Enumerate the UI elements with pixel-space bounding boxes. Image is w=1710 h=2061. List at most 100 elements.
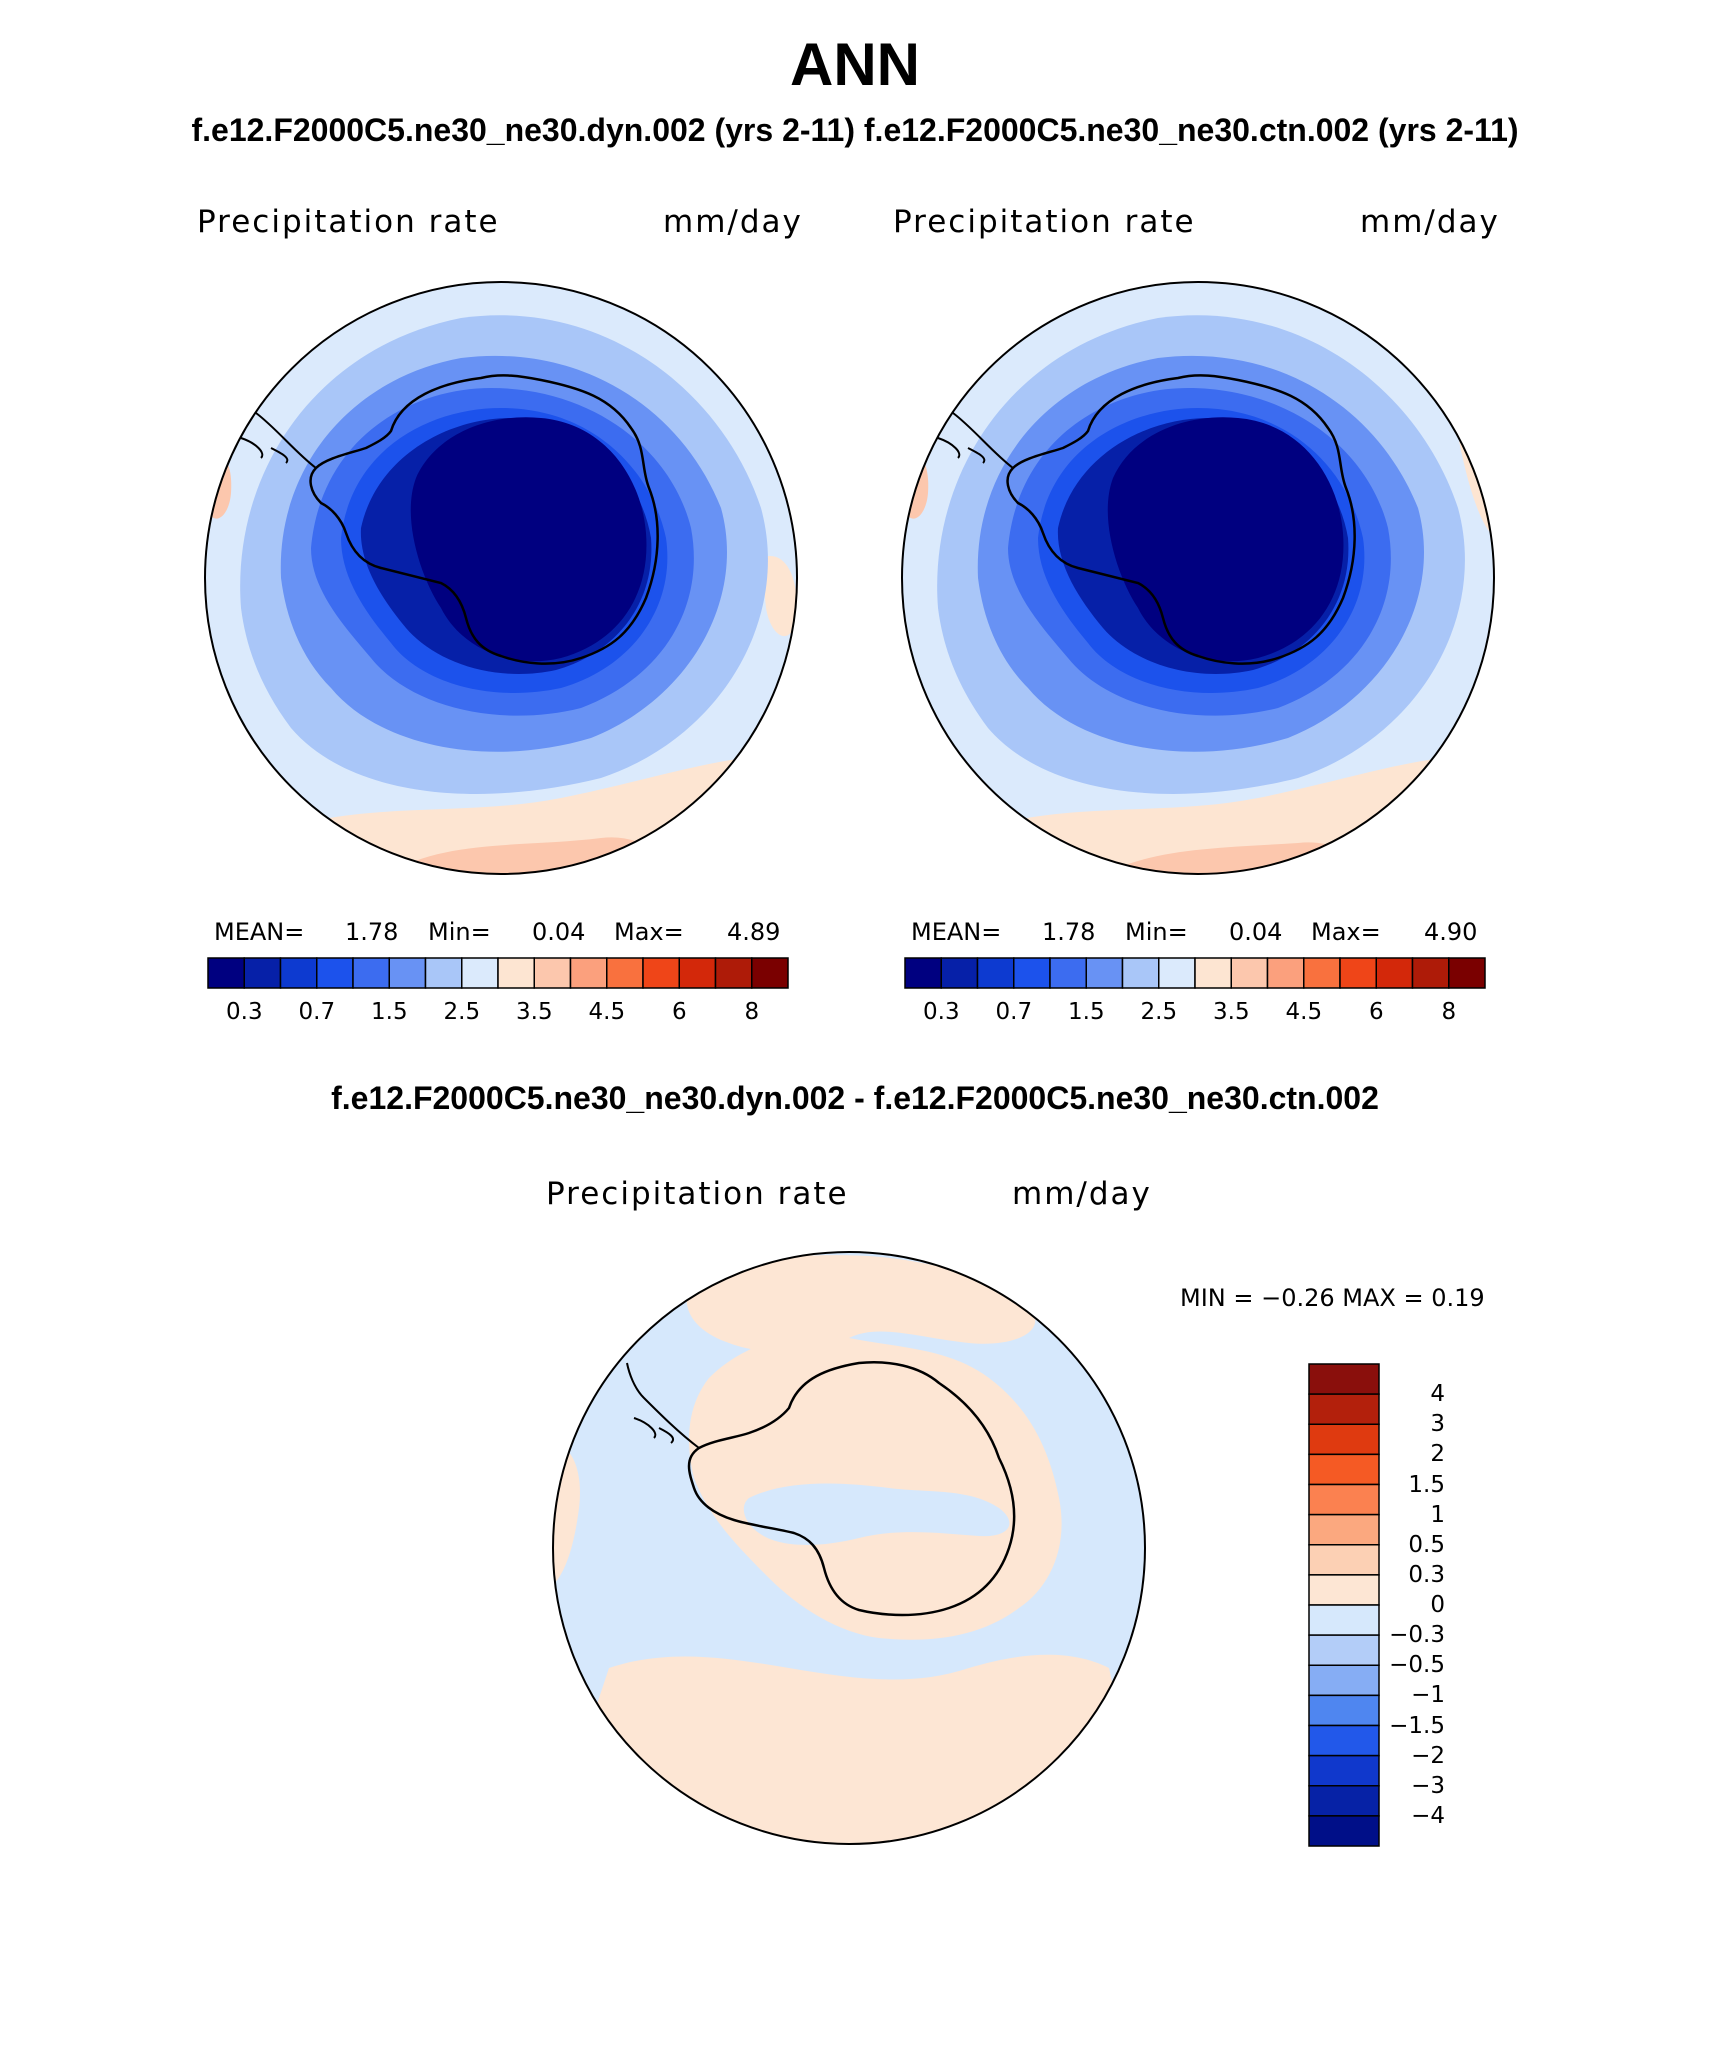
panel2-colorbar-tick-label: 0.7 (995, 999, 1033, 1025)
panel1-colorbar-swatch (207, 957, 245, 989)
panel2-colorbar-tick-label: 8 (1441, 999, 1457, 1025)
panel2-colorbar-swatch (1121, 957, 1160, 989)
difference-colorbar-swatch (1308, 1634, 1380, 1667)
panel2-colorbar-tick-label: 0.3 (923, 999, 960, 1025)
difference-colorbar-swatch (1308, 1694, 1380, 1727)
panel1-min-value: 0.04 (532, 918, 586, 946)
difference-title: f.e12.F2000C5.ne30_ne30.dyn.002 - f.e12.… (331, 1080, 1379, 1116)
panel2-antarctica-coast (1006, 374, 1356, 665)
difference-colorbar-swatch (1308, 1513, 1380, 1546)
panel1-map-border (204, 281, 798, 875)
panel2-units-label: mm/day (1360, 204, 1500, 240)
panel1-max-label: Max= (614, 918, 684, 946)
panel1-colorbar-swatch (388, 957, 427, 989)
panel2-mean-value: 1.78 (1042, 918, 1096, 946)
difference-units-label: mm/day (1012, 1176, 1152, 1212)
panel1-colorbar-swatch (569, 957, 608, 989)
difference-colorbar-label: −2 (1411, 1742, 1445, 1769)
panel2-colorbar-swatch (976, 957, 1015, 989)
panel2-map (901, 281, 1495, 875)
panel2-colorbar (904, 957, 1486, 989)
difference-colorbar-swatch (1308, 1574, 1380, 1606)
panel1-colorbar-swatch (497, 957, 535, 989)
panel1-colorbar-tick-label: 8 (744, 999, 760, 1025)
panel2-colorbar-tick-label: 4.5 (1285, 999, 1323, 1025)
panel2-colorbar-swatch (1448, 957, 1486, 989)
panel2-colorbar-swatch (904, 957, 942, 989)
plot-title: ANN (790, 31, 920, 98)
panel1-colorbar-tick-label: 0.7 (298, 999, 336, 1025)
panel1-min-label: Min= (428, 918, 491, 946)
panel1-antarctica-coast (309, 374, 659, 665)
panel2-colorbar-swatch (1085, 957, 1124, 989)
panel2-colorbar-tick-label: 6 (1368, 999, 1384, 1025)
difference-colorbar-swatch (1308, 1664, 1380, 1697)
panel2-variable-label: Precipitation rate (893, 204, 1196, 240)
panel2-map-border (901, 281, 1495, 875)
panel2-colorbar-tick-label: 2.5 (1140, 999, 1178, 1025)
difference-colorbar-swatch (1308, 1423, 1380, 1456)
panel1-colorbar-tick-label: 4.5 (588, 999, 626, 1025)
panel1-colorbar-tick-label: 6 (671, 999, 687, 1025)
panel2-colorbar-tick-label: 1.5 (1068, 999, 1105, 1025)
difference-colorbar-label: 0 (1430, 1592, 1445, 1618)
difference-colorbar (1308, 1363, 1380, 1847)
panel1-colorbar-swatch (533, 957, 572, 989)
panel1-colorbar-swatch (279, 957, 318, 989)
panel1-colorbar-swatch (642, 957, 680, 989)
panel1-colorbar-tick-label: 3.5 (516, 999, 553, 1025)
difference-colorbar-swatch (1308, 1754, 1380, 1787)
panel2-colorbar-tick-label: 3.5 (1213, 999, 1250, 1025)
panel2-colorbar-swatch (1339, 957, 1377, 989)
difference-colorbar-swatch (1308, 1363, 1380, 1395)
panel1-colorbar-swatch (678, 957, 717, 989)
panel1-colorbar-swatch (316, 957, 354, 989)
panel2-colorbar-swatch (1158, 957, 1196, 989)
panel1-units-label: mm/day (663, 204, 803, 240)
panel2-colorbar-swatch (1411, 957, 1450, 989)
difference-min-max-stats: MIN = −0.26 MAX = 0.19 (1180, 1284, 1485, 1312)
difference-colorbar-label: 0.3 (1408, 1561, 1445, 1588)
difference-map-border (552, 1251, 1146, 1845)
panel2-mean-label: MEAN= (911, 918, 1002, 946)
panel1-colorbar-ticks: 0.3 0.7 1.5 2.5 3.5 4.5 6 8 (208, 999, 788, 1029)
panel1-colorbar-tick-label: 0.3 (226, 999, 263, 1025)
difference-colorbar-label: −4 (1411, 1802, 1445, 1829)
panel1-colorbar-swatch (424, 957, 463, 989)
panel1-warm-patch-right (761, 556, 797, 637)
panel2-colorbar-swatch (1303, 957, 1341, 989)
panel1-colorbar-swatch (751, 957, 789, 989)
panel1-colorbar (207, 957, 789, 989)
difference-colorbar-label: 4 (1430, 1381, 1445, 1408)
panel2-colorbar-swatch (1013, 957, 1051, 989)
difference-colorbar-swatch (1308, 1544, 1380, 1576)
panel2-colorbar-swatch (1230, 957, 1269, 989)
panel1-colorbar-swatch (243, 957, 282, 989)
difference-colorbar-label: −1.5 (1389, 1712, 1445, 1739)
difference-negative-inner-band (743, 1483, 1010, 1545)
panel2-min-label: Min= (1125, 918, 1188, 946)
panel1-colorbar-swatch (461, 957, 499, 989)
panel2-max-value: 4.90 (1424, 918, 1478, 946)
panel1-variable-label: Precipitation rate (197, 204, 500, 240)
panel1-mean-label: MEAN= (214, 918, 305, 946)
panel1-colorbar-swatch (714, 957, 753, 989)
difference-colorbar-label: 1 (1430, 1501, 1445, 1528)
panel2-precip-core (1107, 417, 1344, 662)
panel2-colorbar-ticks: 0.3 0.7 1.5 2.5 3.5 4.5 6 8 (905, 999, 1485, 1029)
panel1-max-value: 4.89 (727, 918, 781, 946)
difference-colorbar-label: −0.3 (1389, 1622, 1445, 1649)
panel2-colorbar-swatch (1194, 957, 1232, 989)
difference-negative-right-patch (1062, 1486, 1110, 1582)
difference-colorbar-swatch (1308, 1393, 1380, 1426)
difference-colorbar-swatch (1308, 1604, 1380, 1636)
difference-peninsula-coast (626, 1362, 700, 1449)
case-names-subtitle: f.e12.F2000C5.ne30_ne30.dyn.002 (yrs 2-1… (191, 112, 1519, 148)
difference-colorbar-label: 2 (1430, 1441, 1445, 1468)
difference-colorbar-swatch (1308, 1724, 1380, 1757)
difference-colorbar-swatch (1308, 1815, 1380, 1847)
difference-colorbar-label: 1.5 (1408, 1471, 1445, 1498)
difference-positive-region-bottom (553, 1654, 1145, 1844)
panel2-colorbar-swatch (940, 957, 979, 989)
difference-positive-region-top (686, 1255, 1036, 1353)
